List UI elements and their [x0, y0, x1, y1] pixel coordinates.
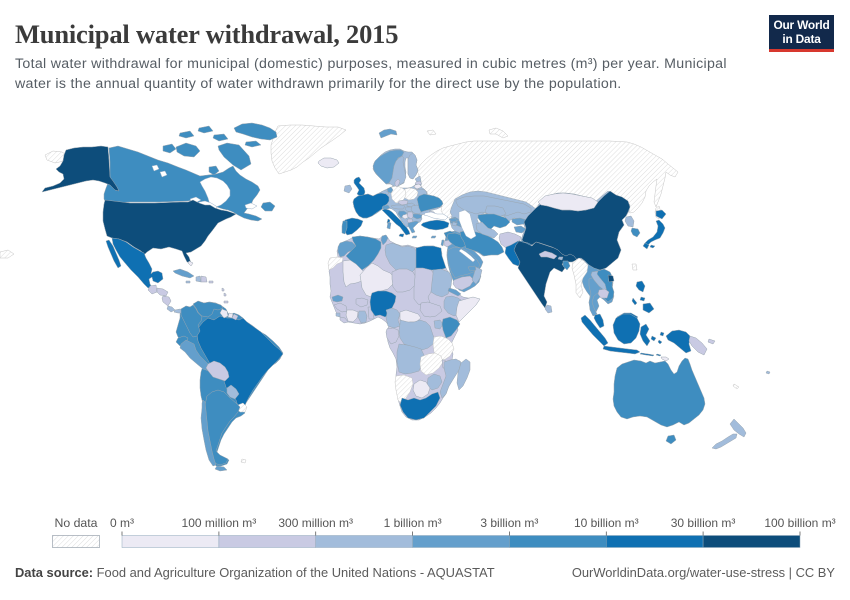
- svg-text:0 m³: 0 m³: [110, 516, 134, 530]
- svg-text:No data: No data: [54, 516, 97, 530]
- svg-text:100 billion m³: 100 billion m³: [764, 516, 835, 530]
- svg-text:30 billion m³: 30 billion m³: [671, 516, 736, 530]
- svg-text:1 billion m³: 1 billion m³: [384, 516, 442, 530]
- svg-text:300 million m³: 300 million m³: [278, 516, 353, 530]
- svg-text:10 billion m³: 10 billion m³: [574, 516, 639, 530]
- svg-text:100 million m³: 100 million m³: [182, 516, 257, 530]
- svg-text:3 billion m³: 3 billion m³: [480, 516, 538, 530]
